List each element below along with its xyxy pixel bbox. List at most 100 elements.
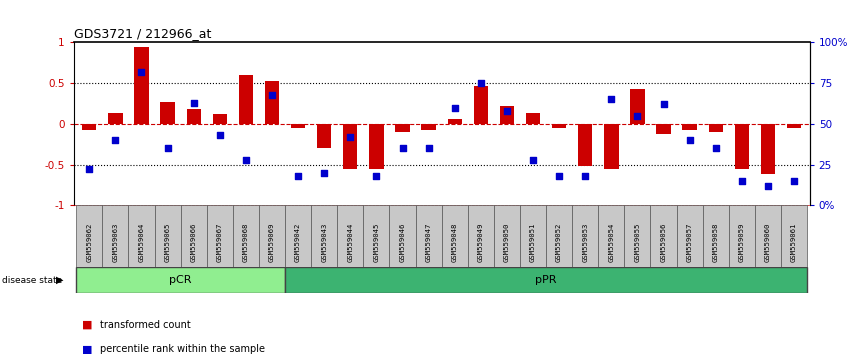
Bar — [422, 124, 436, 130]
Bar — [108, 113, 123, 124]
Bar — [134, 47, 149, 124]
Point — [82, 167, 96, 172]
Bar — [76, 205, 102, 267]
Point — [500, 108, 514, 114]
Bar — [708, 124, 723, 132]
Bar — [390, 205, 416, 267]
Bar — [546, 205, 572, 267]
Point — [161, 145, 175, 151]
Point — [396, 145, 410, 151]
Text: GSM559051: GSM559051 — [530, 223, 536, 262]
Point — [187, 100, 201, 105]
Bar — [676, 205, 702, 267]
Bar — [207, 205, 233, 267]
Bar — [656, 124, 670, 134]
Point — [474, 80, 488, 86]
Text: ■: ■ — [82, 344, 93, 354]
Bar — [781, 205, 807, 267]
Text: GSM559061: GSM559061 — [791, 223, 797, 262]
Bar — [650, 205, 676, 267]
Bar — [259, 205, 285, 267]
Text: GSM559060: GSM559060 — [765, 223, 771, 262]
Point — [291, 173, 305, 179]
Text: GSM559064: GSM559064 — [139, 223, 145, 262]
Text: GDS3721 / 212966_at: GDS3721 / 212966_at — [74, 27, 211, 40]
Text: GSM559049: GSM559049 — [478, 223, 484, 262]
Text: GSM559053: GSM559053 — [582, 223, 588, 262]
Bar — [755, 205, 781, 267]
Bar — [787, 124, 801, 128]
Point — [708, 145, 722, 151]
Bar — [265, 81, 279, 124]
Point — [553, 173, 566, 179]
Point — [239, 157, 253, 162]
Text: GSM559043: GSM559043 — [321, 223, 327, 262]
Bar — [213, 114, 227, 124]
Bar — [317, 124, 332, 148]
Bar — [416, 205, 442, 267]
Text: GSM559042: GSM559042 — [295, 223, 301, 262]
Bar — [500, 106, 514, 124]
Text: GSM559055: GSM559055 — [635, 223, 641, 262]
Text: GSM559046: GSM559046 — [399, 223, 405, 262]
Bar — [578, 124, 592, 166]
Point — [656, 102, 670, 107]
Bar — [630, 89, 644, 124]
Text: GSM559058: GSM559058 — [713, 223, 719, 262]
Text: percentile rank within the sample: percentile rank within the sample — [100, 344, 265, 354]
Text: GSM559065: GSM559065 — [165, 223, 171, 262]
Bar — [468, 205, 494, 267]
Text: GSM559044: GSM559044 — [347, 223, 353, 262]
Text: ■: ■ — [82, 320, 93, 330]
Text: GSM559056: GSM559056 — [661, 223, 667, 262]
Bar — [474, 86, 488, 124]
Bar — [102, 205, 128, 267]
Bar — [552, 124, 566, 128]
Point — [682, 137, 696, 143]
Bar — [343, 124, 358, 169]
Bar — [598, 205, 624, 267]
Text: GSM559069: GSM559069 — [269, 223, 275, 262]
Text: disease state: disease state — [2, 275, 62, 285]
Bar — [624, 205, 650, 267]
Point — [265, 92, 279, 97]
Text: GSM559054: GSM559054 — [608, 223, 614, 262]
Bar — [160, 102, 175, 124]
Bar — [572, 205, 598, 267]
Text: ▶: ▶ — [55, 275, 63, 285]
Bar — [285, 205, 311, 267]
Text: GSM559050: GSM559050 — [504, 223, 510, 262]
Text: GSM559045: GSM559045 — [373, 223, 379, 262]
Bar — [337, 205, 364, 267]
Bar — [526, 113, 540, 124]
Point — [370, 173, 384, 179]
Bar — [395, 124, 410, 132]
Point — [213, 132, 227, 138]
Point — [604, 97, 618, 102]
Text: GSM559057: GSM559057 — [687, 223, 693, 262]
Point — [578, 173, 592, 179]
Bar — [494, 205, 520, 267]
Bar — [82, 124, 96, 130]
Text: GSM559066: GSM559066 — [191, 223, 197, 262]
Bar — [448, 119, 462, 124]
Bar — [128, 205, 154, 267]
Bar — [311, 205, 337, 267]
Point — [761, 183, 775, 189]
Bar — [682, 124, 697, 130]
Bar — [760, 124, 775, 175]
Bar — [285, 267, 807, 293]
Text: GSM559052: GSM559052 — [556, 223, 562, 262]
Bar — [364, 205, 390, 267]
Text: GSM559063: GSM559063 — [113, 223, 119, 262]
Bar — [181, 205, 207, 267]
Bar — [76, 267, 285, 293]
Text: transformed count: transformed count — [100, 320, 191, 330]
Point — [526, 157, 540, 162]
Bar — [734, 124, 749, 169]
Bar — [520, 205, 546, 267]
Bar — [291, 124, 306, 128]
Bar — [239, 75, 253, 124]
Bar — [604, 124, 618, 169]
Text: GSM559059: GSM559059 — [739, 223, 745, 262]
